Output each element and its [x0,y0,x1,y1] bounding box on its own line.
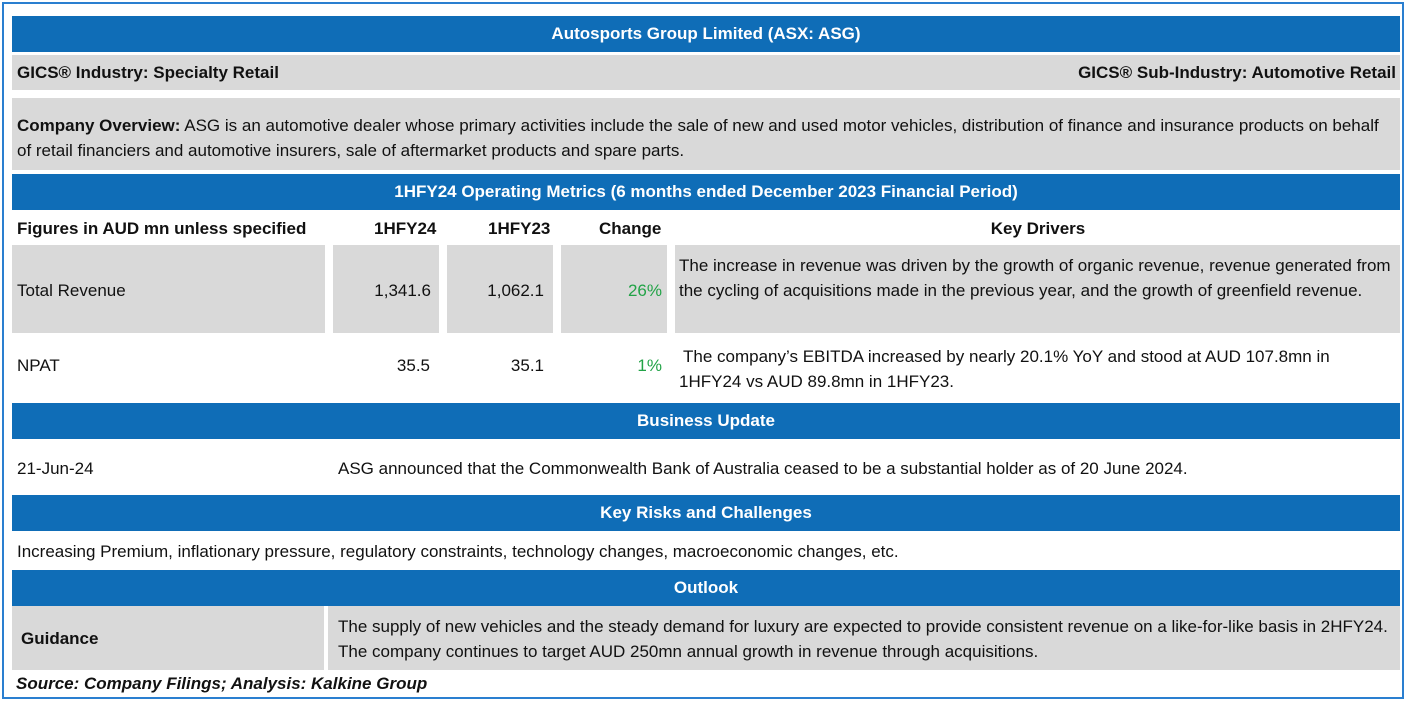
table-cell-bg [333,245,439,333]
guidance-label: Guidance [21,629,99,648]
gics-sub-industry: GICS® Sub-Industry: Automotive Retail [1078,63,1396,82]
total-revenue-1hfy24: 1,341.6 [374,281,431,300]
npat-change: 1% [637,356,662,375]
gics-industry: GICS® Industry: Specialty Retail [17,63,279,82]
row-label-total-revenue: Total Revenue [17,281,126,300]
col-header-key-drivers: Key Drivers [990,219,1086,238]
outlook-band: Outlook [12,570,1400,606]
guidance-text-bg [328,606,1400,670]
npat-1hfy23: 35.1 [510,356,544,375]
overview-text: ASG is an automotive dealer whose primar… [17,116,1379,160]
col-header-change: Change [599,219,662,238]
table-cell-bg [561,245,667,333]
business-update-date: 21-Jun-24 [17,459,94,478]
npat-driver: The company’s EBITDA increased by nearly… [679,347,1330,391]
guidance-text: The supply of new vehicles and the stead… [338,617,1388,661]
company-title-band: Autosports Group Limited (ASX: ASG) [12,16,1400,52]
total-revenue-driver: The increase in revenue was driven by th… [679,256,1391,300]
key-risks-text: Increasing Premium, inflationary pressur… [17,542,899,561]
guidance-label-bg [12,606,324,670]
overview-box [12,98,1400,170]
source-note: Source: Company Filings; Analysis: Kalki… [16,674,428,693]
company-title: Autosports Group Limited (ASX: ASG) [551,24,861,43]
metrics-title: 1HFY24 Operating Metrics (6 months ended… [394,182,1018,201]
col-header-1hfy23: 1HFY23 [488,219,551,238]
col-header-figures: Figures in AUD mn unless specified [17,219,307,238]
business-update-text: ASG announced that the Commonwealth Bank… [338,459,1188,478]
table-cell-bg [12,245,325,333]
table-cell-bg [675,245,1400,333]
metrics-title-band: 1HFY24 Operating Metrics (6 months ended… [12,174,1400,210]
table-cell-bg [447,245,553,333]
business-update-title: Business Update [637,411,775,430]
business-update-band: Business Update [12,403,1400,439]
total-revenue-1hfy23: 1,062.1 [487,281,544,300]
key-risks-band: Key Risks and Challenges [12,495,1400,531]
company-overview: Company Overview: ASG is an automotive d… [17,113,1395,163]
gics-row [12,55,1400,90]
key-risks-title: Key Risks and Challenges [600,503,812,522]
total-revenue-change: 26% [627,281,662,300]
row-label-npat: NPAT [17,356,60,375]
outlook-title: Outlook [673,578,739,597]
col-header-1hfy24: 1HFY24 [374,219,437,238]
overview-label: Company Overview: [17,116,181,135]
npat-1hfy24: 35.5 [396,356,430,375]
